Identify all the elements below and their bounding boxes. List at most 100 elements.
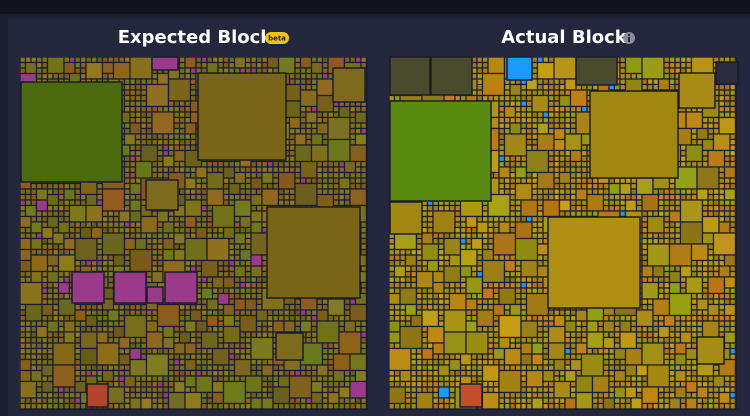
transaction [207,211,212,216]
transaction [532,63,537,68]
transaction [703,294,708,299]
transaction [681,283,686,288]
transaction [48,195,58,205]
transaction [114,404,119,409]
transaction [152,387,157,392]
transaction [345,299,350,304]
transaction [477,233,482,238]
transaction [521,343,532,354]
transaction [428,288,433,293]
transaction [92,57,97,62]
transaction [422,211,427,216]
transaction [549,101,554,106]
transaction [31,222,42,233]
transaction [488,387,493,392]
transaction [345,316,350,321]
transaction [350,140,355,145]
transaction [136,145,141,150]
transaction [174,360,179,365]
transaction [169,151,174,156]
transaction [163,140,168,145]
transaction [328,349,333,354]
transaction [565,134,581,150]
transaction [659,233,664,238]
transaction [48,211,53,216]
transaction [246,376,262,392]
transaction [350,354,366,370]
transaction [251,294,256,299]
transaction [323,112,328,117]
transaction [444,294,449,299]
info-icon[interactable] [623,32,635,44]
transaction [268,393,273,398]
transaction [108,255,113,260]
transaction [174,376,179,381]
transaction [670,233,675,238]
transaction [31,189,36,194]
transaction [417,305,422,310]
transaction [53,206,58,211]
transaction [516,156,521,161]
transaction [31,349,36,354]
transaction [417,233,422,238]
transaction [301,74,306,79]
transaction [103,211,108,216]
transaction [163,327,174,337]
transaction [152,250,157,255]
transaction [422,376,427,381]
transaction [158,387,163,392]
transaction [516,211,521,216]
transaction [571,387,576,392]
transaction [593,189,598,194]
transaction [213,327,218,332]
transaction [400,288,416,304]
transaction [290,74,295,79]
transaction [312,129,317,134]
transaction [26,272,31,277]
transaction [433,387,438,392]
transaction [97,327,102,332]
transaction [130,173,135,178]
transaction [86,261,91,266]
transaction [185,321,196,332]
transaction [81,63,86,68]
transaction [532,277,537,282]
transaction [653,233,658,238]
transaction [323,167,328,172]
transaction [26,327,31,332]
transaction [510,195,515,200]
transaction [48,338,53,343]
transaction [631,316,636,321]
transaction [681,162,686,167]
transaction [207,299,218,310]
transaction [75,343,80,348]
transaction [158,398,163,403]
transaction [719,316,724,321]
transaction [31,354,36,359]
transaction [631,178,636,183]
transaction [527,404,532,409]
transaction [31,195,36,200]
transaction [108,321,113,326]
transaction [86,305,91,310]
transaction [235,294,240,299]
transaction [554,310,559,315]
transaction [560,85,565,90]
transaction [257,162,262,167]
transaction [549,398,554,403]
transaction [136,222,141,227]
transaction [224,376,229,381]
transaction [615,321,620,326]
transaction [125,178,130,183]
transaction [400,261,405,266]
transaction [356,167,361,172]
transaction [642,332,647,337]
transaction [185,393,201,409]
transaction [235,288,240,293]
transaction [428,365,433,370]
transaction [42,217,47,222]
transaction [411,272,416,277]
transaction [20,310,25,315]
transaction [196,57,201,62]
transaction [48,398,53,403]
